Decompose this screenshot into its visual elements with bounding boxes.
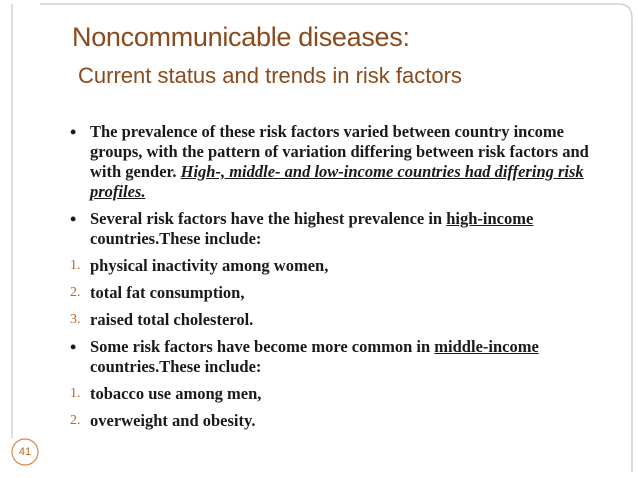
bullet-list: • The prevalence of these risk factors v…	[70, 122, 595, 438]
number: 1.	[70, 258, 81, 273]
bullet: •	[70, 209, 77, 229]
list-item: • The prevalence of these risk factors v…	[70, 122, 595, 202]
item-text: overweight and obesity.	[90, 411, 256, 430]
text-run: middle-income	[434, 337, 539, 356]
list-item: 3. raised total cholesterol.	[70, 310, 595, 330]
list-item: 2. overweight and obesity.	[70, 411, 595, 431]
frame-border	[40, 3, 633, 472]
item-text: Some risk factors have become more commo…	[90, 337, 595, 377]
bullet: •	[70, 337, 77, 357]
item-text: Several risk factors have the highest pr…	[90, 209, 595, 249]
item-text: raised total cholesterol.	[90, 310, 254, 329]
item-text: physical inactivity among women,	[90, 256, 329, 275]
text-run: countries.These include:	[90, 357, 262, 376]
item-text: tobacco use among men,	[90, 384, 262, 403]
page-number: 41	[18, 446, 32, 458]
number: 3.	[70, 312, 81, 327]
number: 2.	[70, 285, 81, 300]
item-text: total fat consumption,	[90, 283, 245, 302]
bullet: •	[70, 122, 77, 142]
text-run: Some risk factors have become more commo…	[90, 337, 435, 356]
list-item: • Several risk factors have the highest …	[70, 209, 595, 249]
subtitle: Current status and trends in risk factor…	[78, 63, 462, 88]
title: Noncommunicable diseases:	[72, 22, 410, 52]
page-circle	[11, 438, 39, 466]
text-run: high-income	[446, 209, 534, 228]
number: 1.	[70, 386, 81, 401]
list-item: 2. total fat consumption,	[70, 283, 595, 303]
text-run: countries.These include:	[90, 229, 262, 248]
text-run: The prevalence of these risk factors var…	[90, 122, 589, 181]
list-item: 1. physical inactivity among women,	[70, 256, 595, 276]
list-item: • Some risk factors have become more com…	[70, 337, 595, 377]
number: 2.	[70, 413, 81, 428]
item-text: The prevalence of these risk factors var…	[90, 122, 595, 202]
text-run: Several risk factors have the highest pr…	[90, 209, 447, 228]
list-item: 1. tobacco use among men,	[70, 384, 595, 404]
text-run: High-, middle- and low-income countries …	[90, 162, 584, 201]
